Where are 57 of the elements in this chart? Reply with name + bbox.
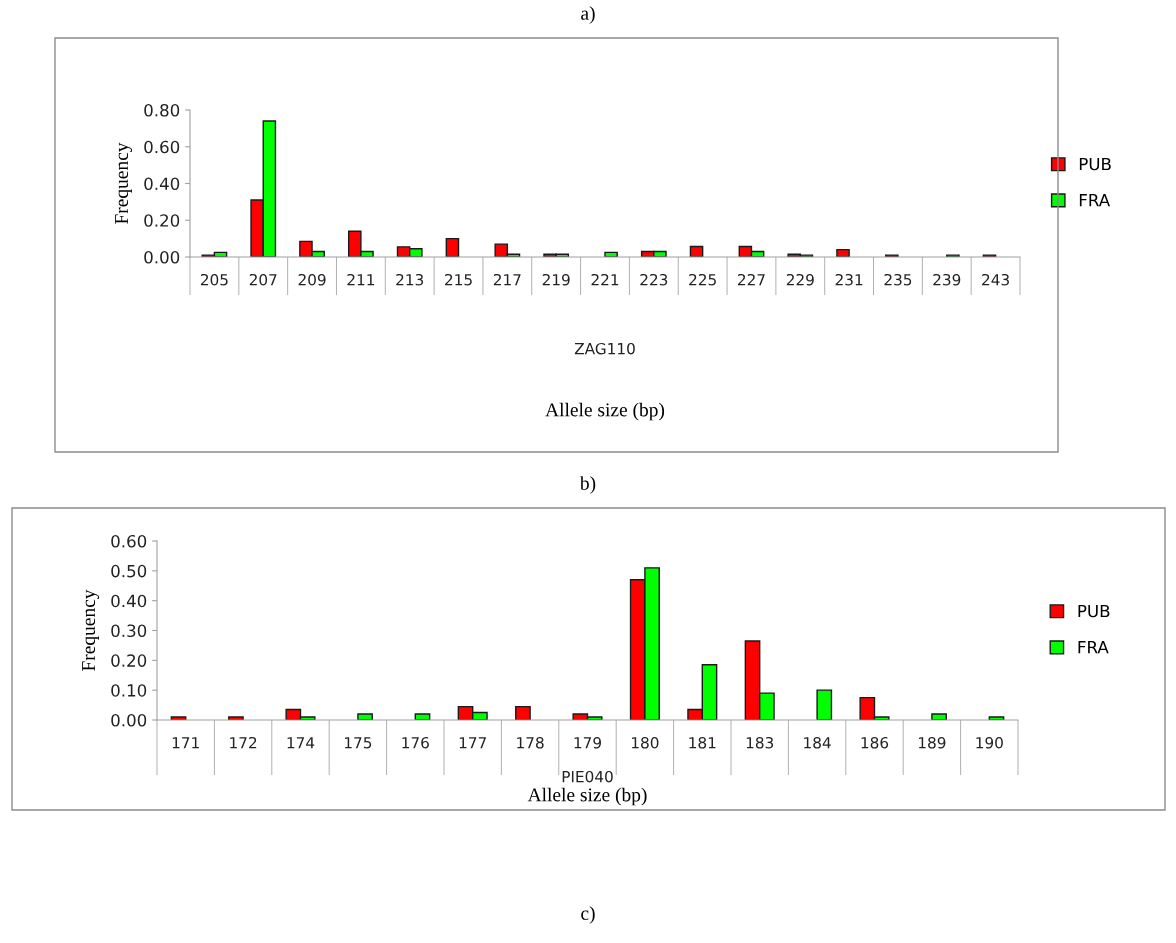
x-tick-label: 190 — [976, 736, 1003, 749]
y-tick-label: 0.00 — [144, 250, 180, 264]
x-tick-label: 179 — [574, 736, 602, 749]
x-tick-label: 172 — [230, 736, 257, 749]
x-tick-label: 231 — [835, 273, 863, 286]
legend-label: PUB — [1078, 604, 1110, 618]
x-tick-label: 223 — [640, 273, 668, 286]
x-axis-title: Allele size (bp) — [545, 402, 665, 421]
x-tick-label: 243 — [982, 273, 1009, 286]
y-tick-label: 0.20 — [111, 654, 147, 667]
x-tick-label: 225 — [689, 273, 716, 286]
x-axis-title: Allele size (bp) — [527, 787, 647, 806]
x-tick-label: 171 — [172, 737, 199, 749]
x-tick-label: 178 — [517, 736, 544, 749]
x-tick-label: 205 — [200, 273, 228, 286]
y-tick-label: 0.60 — [111, 534, 147, 548]
x-tick-label: 215 — [445, 273, 472, 286]
text: c) — [581, 906, 595, 924]
x-tick-label: 189 — [919, 736, 946, 749]
legend-label: FRA — [1079, 194, 1111, 207]
y-tick-label: 0.10 — [111, 684, 147, 697]
x-tick-label: 175 — [345, 737, 372, 749]
y-tick-label: 0.00 — [111, 713, 147, 727]
x-tick-label: 181 — [689, 736, 716, 749]
x-tick-label: 207 — [249, 273, 277, 286]
x-tick-label: 184 — [804, 736, 831, 749]
y-tick-label: 0.40 — [111, 594, 147, 608]
y-tick-label: 0.60 — [144, 140, 180, 154]
x-tick-label: 180 — [632, 736, 659, 749]
x-tick-label: 227 — [738, 273, 765, 286]
x-tick-label: 217 — [493, 273, 521, 286]
x-tick-label: 235 — [884, 273, 912, 286]
chart-title: b) — [579, 476, 596, 494]
y-tick-label: 0.80 — [144, 103, 180, 117]
y-axis-title: Frequency — [115, 142, 133, 224]
x-tick-label: 219 — [542, 273, 570, 286]
legend-label: PUB — [1079, 157, 1111, 171]
text: ZAG110 — [574, 342, 635, 355]
x-tick-label: 221 — [591, 273, 619, 286]
y-axis-title: Frequency — [82, 589, 100, 671]
x-tick-label: 239 — [933, 273, 961, 286]
y-tick-label: 0.50 — [111, 564, 147, 578]
legend-label: FRA — [1078, 641, 1109, 654]
x-tick-label: 229 — [786, 273, 814, 286]
x-tick-label: 176 — [402, 736, 429, 749]
x-tick-label: 174 — [287, 737, 315, 749]
y-tick-label: 0.40 — [144, 177, 180, 191]
x-tick-label: 213 — [396, 273, 424, 286]
y-tick-label: 0.20 — [144, 214, 180, 227]
text: PIE040 — [562, 770, 613, 783]
chart-title: a) — [581, 6, 595, 24]
x-tick-label: 211 — [347, 273, 375, 286]
y-tick-label: 0.30 — [111, 624, 147, 638]
x-tick-label: 177 — [459, 737, 486, 749]
x-tick-label: 186 — [861, 736, 889, 749]
x-tick-label: 183 — [746, 736, 774, 749]
x-tick-label: 209 — [298, 273, 326, 286]
